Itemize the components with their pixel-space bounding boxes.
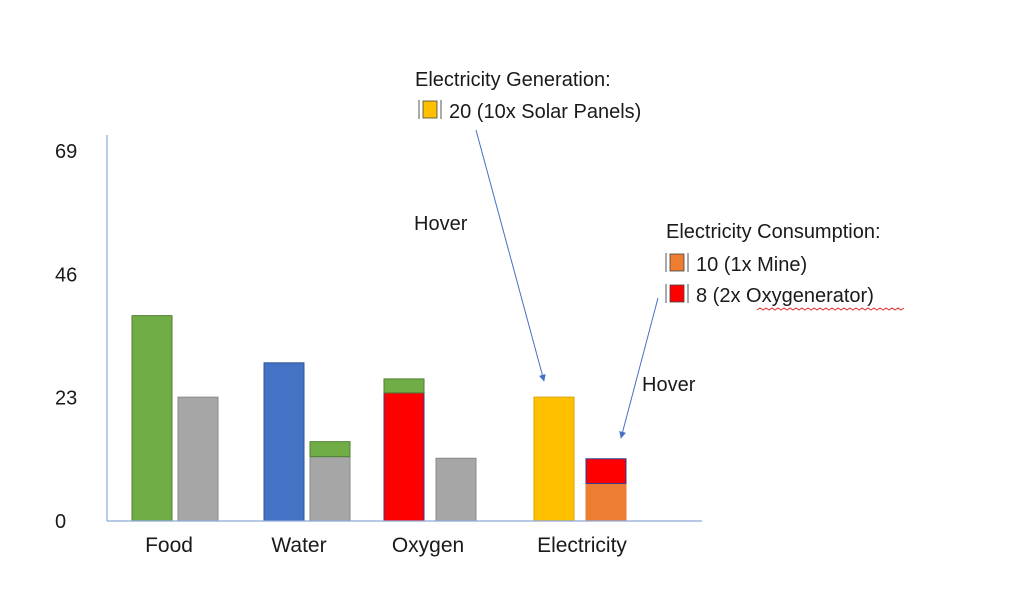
bars: [131, 315, 627, 522]
consumption-text: 8 (2x Oxygenerator): [696, 285, 874, 307]
bar-electricity-generation[interactable]: [533, 396, 575, 522]
y-tick-label: 0: [55, 511, 66, 533]
consumption-swatch: [669, 284, 685, 303]
bar-oxygen-consumed[interactable]: [435, 457, 477, 522]
generation-arrow: [475, 129, 546, 382]
bar-electricity-consumption[interactable]: [585, 458, 627, 522]
spellcheck-underline: [756, 307, 905, 311]
bar-segment-oxygen-available-1[interactable]: [383, 378, 425, 394]
x-category-labels: Food Water Oxygen Electricity: [145, 534, 627, 557]
y-tick-label: 46: [55, 264, 77, 286]
y-tick-label: 69: [55, 141, 77, 163]
y-tick-labels: 0 23 46 69: [55, 141, 77, 533]
consumption-swatch: [669, 253, 685, 272]
bar-segment-oxygen-available-0[interactable]: [383, 392, 425, 522]
consumption-item: 10 (1x Mine): [665, 253, 807, 276]
bar-segment-electricity-consumption-1[interactable]: [585, 458, 627, 484]
consumption-annotation: Electricity Consumption: 10 (1x Mine) 8 (…: [665, 221, 881, 307]
consumption-text: 10 (1x Mine): [696, 254, 807, 276]
bar-segment-oxygen-consumed-0[interactable]: [435, 457, 477, 522]
bar-water-available[interactable]: [263, 362, 305, 522]
bar-segment-food-available-0[interactable]: [131, 315, 173, 522]
generation-text: 20 (10x Solar Panels): [449, 101, 641, 123]
generation-swatch: [422, 100, 438, 119]
consumption-arrow: [619, 297, 659, 439]
x-category-label: Food: [145, 534, 193, 557]
bar-segment-food-consumed-0[interactable]: [177, 396, 219, 522]
generation-item: 20 (10x Solar Panels): [418, 100, 641, 123]
consumption-items: 10 (1x Mine) 8 (2x Oxygenerator): [665, 253, 874, 307]
y-tick-label: 23: [55, 388, 77, 410]
bar-segment-electricity-generation-0[interactable]: [533, 396, 575, 522]
bar-segment-water-available-0[interactable]: [263, 362, 305, 522]
x-category-label: Water: [271, 534, 326, 557]
generation-title: Electricity Generation:: [415, 69, 611, 91]
generation-items: 20 (10x Solar Panels): [418, 100, 641, 123]
bar-segment-water-consumed-1[interactable]: [309, 441, 351, 458]
hover-label-generation: Hover: [414, 213, 468, 235]
bar-segment-water-consumed-0[interactable]: [309, 456, 351, 522]
bar-segment-electricity-consumption-0[interactable]: [585, 482, 627, 522]
consumption-title: Electricity Consumption:: [666, 221, 881, 243]
x-category-label: Electricity: [537, 534, 627, 557]
bar-oxygen-available[interactable]: [383, 378, 425, 522]
x-category-label: Oxygen: [392, 534, 464, 557]
bar-food-consumed[interactable]: [177, 396, 219, 522]
hover-label-consumption: Hover: [642, 374, 696, 396]
generation-annotation: Electricity Generation: 20 (10x Solar Pa…: [415, 69, 641, 123]
bar-water-consumed[interactable]: [309, 441, 351, 522]
consumption-item: 8 (2x Oxygenerator): [665, 284, 874, 307]
bar-food-available[interactable]: [131, 315, 173, 522]
